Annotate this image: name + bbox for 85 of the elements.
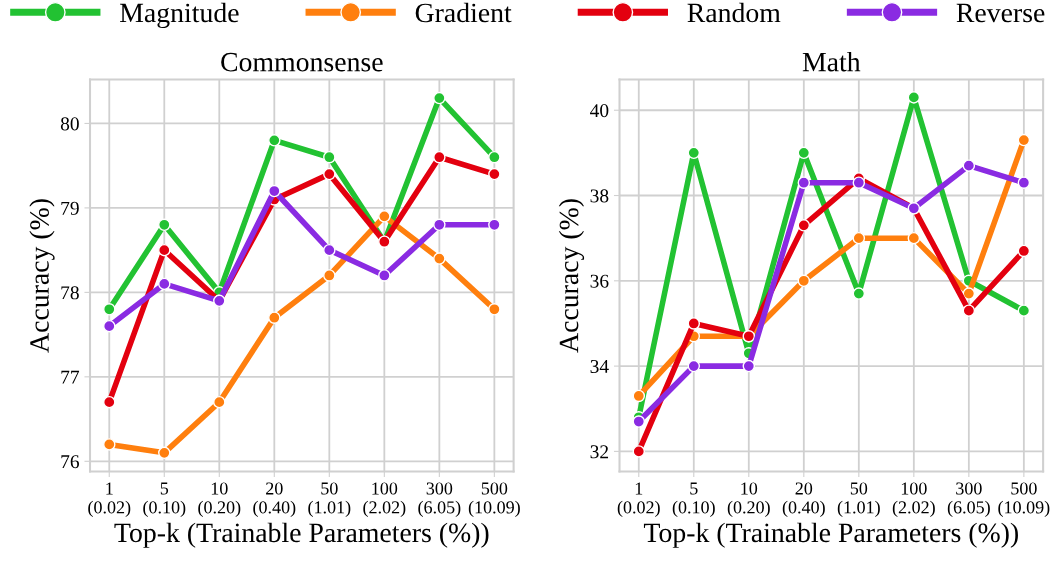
point <box>1017 244 1031 258</box>
y-tick-label: 80 <box>60 117 79 131</box>
y-tick-label: 77 <box>61 370 80 384</box>
legend-label: Reverse <box>956 3 1045 23</box>
point <box>797 146 811 160</box>
x-axis-title: Top-k (Trainable Parameters (%)) <box>643 522 1018 548</box>
y-axis-title: Accuracy (%) <box>558 199 585 353</box>
y-tick-label: 40 <box>590 104 609 118</box>
x-tick-label: 100 (2.02) <box>363 482 406 518</box>
chart-title: Math <box>802 51 861 72</box>
point <box>213 395 226 409</box>
x-tick-label: 300 (6.05) <box>418 482 461 518</box>
x-tick-label: 10 (0.20) <box>198 482 241 518</box>
point <box>852 176 866 189</box>
point <box>323 269 336 282</box>
point <box>158 218 171 232</box>
point <box>158 277 171 291</box>
y-tick-label: 32 <box>590 445 609 459</box>
point <box>632 445 646 458</box>
point <box>852 287 866 300</box>
y-axis-title: Accuracy (%) <box>29 199 55 353</box>
x-tick-label: 5 (0.10) <box>143 482 186 518</box>
point <box>687 317 701 330</box>
point <box>852 231 866 245</box>
point <box>103 319 116 333</box>
point <box>323 167 336 181</box>
point <box>742 359 756 373</box>
point <box>488 150 501 164</box>
point <box>632 415 646 428</box>
point <box>797 274 811 288</box>
x-tick-label: 100 (2.02) <box>892 482 935 518</box>
point <box>103 438 116 451</box>
legend-label: Random <box>687 2 781 23</box>
point <box>103 395 116 409</box>
point <box>687 359 701 373</box>
point <box>962 159 976 172</box>
point <box>268 184 281 198</box>
point <box>488 218 501 232</box>
point <box>687 146 701 160</box>
point <box>323 243 336 257</box>
point <box>632 389 646 403</box>
point <box>268 311 281 324</box>
y-tick-label: 78 <box>61 286 79 300</box>
point <box>907 231 921 245</box>
x-tick-label: 20 (0.40) <box>253 482 296 518</box>
x-tick-label: 5 (0.10) <box>672 482 715 518</box>
x-tick-label: 50 (1.01) <box>308 482 351 518</box>
point <box>1017 304 1031 317</box>
point <box>158 446 171 460</box>
point <box>158 243 171 257</box>
x-axis-title: Top-k (Trainable Parameters (%)) <box>114 522 489 548</box>
legend-label: Gradient <box>415 2 512 23</box>
point <box>433 252 446 265</box>
y-tick-label: 34 <box>590 359 609 374</box>
point <box>433 218 446 232</box>
y-tick-label: 79 <box>61 201 79 215</box>
point <box>488 167 501 181</box>
y-tick-label: 76 <box>61 455 80 469</box>
y-tick-label: 36 <box>590 274 609 288</box>
legend-label: Magnitude <box>120 2 239 29</box>
chart-title: Commonsense <box>221 52 383 72</box>
x-tick-label: 1 (0.02) <box>617 482 660 518</box>
point <box>488 303 501 316</box>
point <box>433 91 446 105</box>
point <box>962 304 976 317</box>
point <box>433 150 446 164</box>
x-tick-label: 20 (0.40) <box>782 482 825 518</box>
point <box>797 219 811 232</box>
point <box>268 134 281 147</box>
x-tick-label: 10 (0.20) <box>727 482 770 518</box>
point <box>103 303 116 316</box>
point <box>907 91 921 104</box>
y-tick-label: 38 <box>590 189 609 203</box>
point <box>378 269 391 282</box>
point <box>378 210 391 223</box>
point <box>797 176 811 189</box>
point <box>962 287 976 300</box>
point <box>1017 133 1031 147</box>
x-tick-label: 300 (6.05) <box>947 482 990 518</box>
x-tick-label: 50 (1.01) <box>837 482 880 518</box>
x-tick-label: 500 (10.09) <box>998 482 1050 518</box>
point <box>1017 176 1031 189</box>
point <box>323 150 336 164</box>
x-tick-label: 1 (0.02) <box>88 482 131 518</box>
x-tick-label: 500 (10.09) <box>468 482 520 518</box>
